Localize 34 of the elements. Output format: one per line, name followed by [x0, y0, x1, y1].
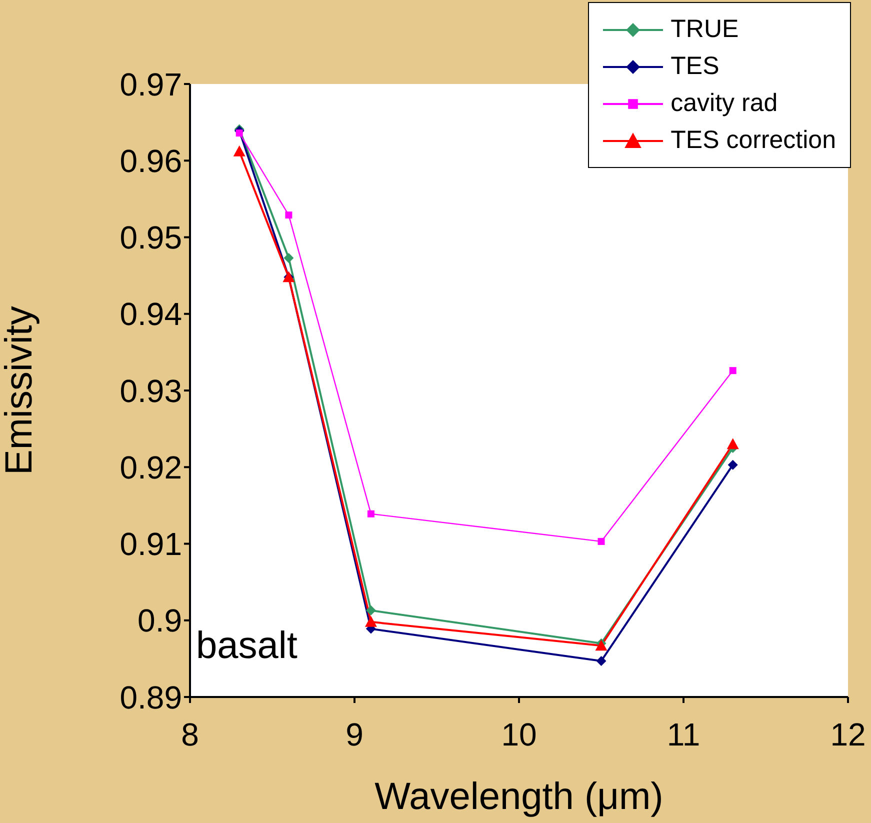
x-tick-label: 12: [830, 716, 866, 753]
point: [596, 656, 606, 666]
x-axis-title: Wavelength (μm): [374, 776, 664, 818]
y-axis-title: Emissivity: [0, 306, 40, 475]
y-tick-label: 0.89: [120, 679, 182, 716]
point: [729, 367, 736, 374]
y-tick-label: 0.91: [120, 526, 182, 562]
point: [728, 460, 738, 470]
legend-label: cavity rad: [670, 89, 778, 118]
point: [285, 212, 292, 219]
x-tick-label: 8: [181, 716, 199, 753]
point: [284, 252, 294, 263]
point: [595, 640, 608, 651]
x-tick-label: 10: [501, 716, 537, 753]
x-tick-label: 11: [666, 716, 700, 753]
annotation: basalt: [196, 625, 298, 668]
point: [367, 510, 374, 518]
y-tick-label: 0.94: [120, 296, 182, 332]
point: [366, 605, 376, 616]
y-tick-label: 0.95: [120, 220, 182, 256]
legend-label: TES correction: [670, 126, 836, 155]
legend-label: TES: [670, 52, 720, 81]
y-tick-label: 0.9: [138, 602, 182, 639]
y-tick-label: 0.97: [120, 66, 182, 102]
y-tick-label: 0.93: [120, 372, 182, 409]
point: [726, 438, 739, 450]
point: [233, 145, 246, 156]
y-tick-label: 0.96: [120, 142, 182, 179]
point: [598, 538, 605, 545]
legend-label: TRUE: [670, 15, 739, 44]
point: [236, 130, 243, 137]
x-tick-label: 9: [346, 716, 364, 753]
y-tick-label: 0.92: [120, 449, 182, 486]
point: [364, 616, 377, 627]
